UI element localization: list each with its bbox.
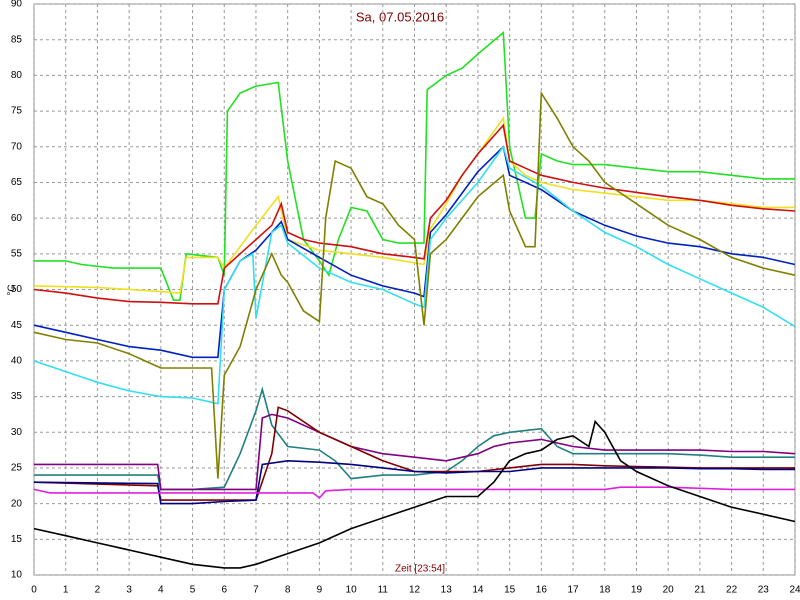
y-tick-label: 75 <box>11 106 23 117</box>
series-line <box>34 413 796 491</box>
x-tick-label: 2 <box>95 585 101 596</box>
series-line <box>33 486 795 499</box>
series-line <box>33 144 796 405</box>
y-tick-label: 50 <box>11 284 23 295</box>
x-tick-label: 7 <box>253 585 259 596</box>
y-tick-label: 35 <box>11 391 23 402</box>
x-tick-label: 6 <box>221 585 227 596</box>
x-tick-label: 9 <box>317 585 323 596</box>
x-tick-label: 23 <box>758 585 770 596</box>
x-tick-label: 21 <box>694 585 706 596</box>
y-tick-label: 20 <box>11 498 23 509</box>
y-tick-label: 45 <box>11 320 23 331</box>
y-tick-label: 15 <box>11 534 23 545</box>
x-tick-label: 24 <box>789 585 800 596</box>
x-tick-label: 5 <box>190 585 196 596</box>
x-tick-label: 0 <box>31 585 37 596</box>
series-line <box>33 116 795 294</box>
x-tick-label: 16 <box>536 585 548 596</box>
x-tick-label: 14 <box>472 585 484 596</box>
series-line <box>33 459 795 505</box>
x-axis-label: Zeit [23:54] <box>395 564 445 575</box>
series-line <box>33 419 796 569</box>
x-tick-label: 3 <box>126 585 132 596</box>
x-tick-label: 12 <box>409 585 421 596</box>
y-tick-label: 25 <box>11 463 23 474</box>
x-tick-label: 15 <box>504 585 516 596</box>
x-tick-label: 10 <box>346 585 358 596</box>
x-tick-label: 13 <box>441 585 453 596</box>
x-tick-label: 18 <box>599 585 611 596</box>
x-tick-label: 8 <box>285 585 291 596</box>
y-tick-label: 55 <box>11 248 23 259</box>
x-tick-label: 22 <box>726 585 738 596</box>
x-tick-label: 1 <box>63 585 69 596</box>
series-line <box>33 145 796 359</box>
y-tick-label: 85 <box>11 34 23 45</box>
x-tick-label: 4 <box>158 585 164 596</box>
y-tick-label: 90 <box>11 0 23 10</box>
y-tick-label: 10 <box>11 570 23 581</box>
y-tick-label: 60 <box>11 213 23 224</box>
y-tick-label: 65 <box>11 177 23 188</box>
x-tick-label: 19 <box>631 585 643 596</box>
y-tick-label: 80 <box>11 70 23 81</box>
series-line <box>33 90 796 479</box>
x-tick-label: 11 <box>378 585 389 596</box>
series-line <box>34 386 795 491</box>
series-line <box>34 30 795 301</box>
y-axis-label: °C <box>7 284 18 295</box>
y-tick-label: 70 <box>11 141 23 152</box>
x-tick-label: 20 <box>663 585 675 596</box>
y-tick-label: 40 <box>11 356 23 367</box>
x-tick-label: 17 <box>567 585 579 596</box>
y-tick-label: 30 <box>11 427 23 438</box>
chart-title: Sa, 07.05.2016 <box>356 9 444 24</box>
